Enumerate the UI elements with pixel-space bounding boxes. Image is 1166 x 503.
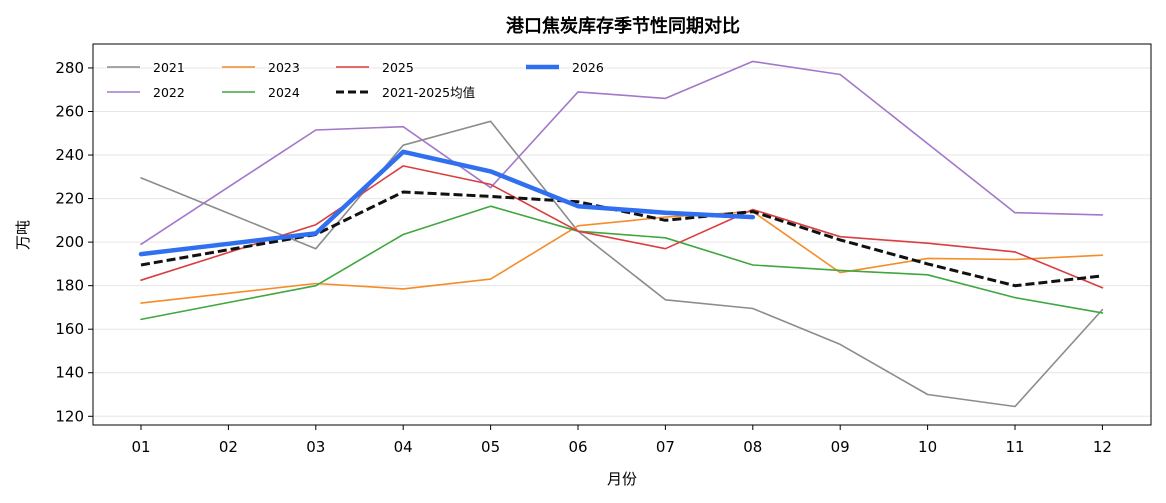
series-line-2024 <box>140 205 1104 321</box>
y-tick-label: 220 <box>55 190 84 208</box>
y-tick-label: 140 <box>55 364 84 382</box>
y-axis-title: 万吨 <box>14 220 32 250</box>
x-tick-label: 12 <box>1093 438 1112 456</box>
series-line-2021 <box>140 120 1104 408</box>
legend-label-2023: 2023 <box>268 60 300 75</box>
x-tick-label: 06 <box>568 438 587 456</box>
x-tick-label: 04 <box>394 438 413 456</box>
y-tick-label: 280 <box>55 59 84 77</box>
x-tick-label: 01 <box>131 438 150 456</box>
x-tick-label: 09 <box>831 438 850 456</box>
x-tick-label: 03 <box>306 438 325 456</box>
x-tick-label: 02 <box>219 438 238 456</box>
series-layer <box>138 60 1104 408</box>
x-axis-title: 月份 <box>607 470 637 488</box>
y-tick-label: 160 <box>55 320 84 338</box>
series-line-2022 <box>140 60 1104 246</box>
y-tick-label: 180 <box>55 277 84 295</box>
legend-label-2021: 2021 <box>153 60 185 75</box>
y-tick-label: 260 <box>55 102 84 120</box>
legend-label-2024: 2024 <box>268 85 300 100</box>
x-tick-label: 11 <box>1005 438 1024 456</box>
x-tick-label: 10 <box>918 438 937 456</box>
y-axis: 120 140 160 180 200 220 240 260 280 <box>55 59 93 425</box>
legend-label-2022: 2022 <box>153 85 185 100</box>
x-axis: 01 02 03 04 05 06 07 08 09 10 11 12 <box>131 425 1112 456</box>
chart-title: 港口焦炭库存季节性同期对比 <box>506 15 740 37</box>
x-tick-label: 08 <box>743 438 762 456</box>
legend-label-2025: 2025 <box>382 60 414 75</box>
series-line-2023 <box>140 210 1104 304</box>
y-tick-label: 120 <box>55 407 84 425</box>
series-line-2025 <box>140 165 1104 289</box>
plot-frame <box>92 43 1152 426</box>
series-line-2026 <box>138 149 756 257</box>
legend-label-2026: 2026 <box>572 60 604 75</box>
y-tick-label: 200 <box>55 233 84 251</box>
x-tick-label: 07 <box>656 438 675 456</box>
legend-label-2021-2025均值: 2021-2025均值 <box>382 85 475 100</box>
x-tick-label: 05 <box>481 438 500 456</box>
legend: 2021 2022 2023 2024 2025 2021-2025均值 2026 <box>107 60 604 100</box>
y-tick-label: 240 <box>55 146 84 164</box>
